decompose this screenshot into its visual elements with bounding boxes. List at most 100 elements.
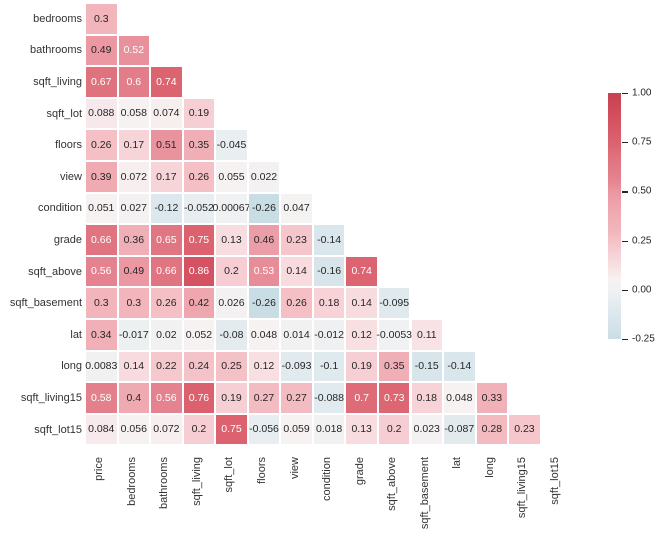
- colorbar-tick-mark: [622, 93, 628, 95]
- x-tick-label: bedrooms: [125, 457, 138, 506]
- cell-value: 0.0083: [85, 360, 118, 373]
- heatmap-cell: 0.7: [346, 383, 377, 413]
- heatmap-cell: 0.86: [183, 256, 215, 287]
- heatmap-cell: 0.022: [248, 162, 280, 192]
- heatmap-cell: -0.26: [248, 193, 280, 224]
- cell-value: 0.26: [156, 296, 177, 309]
- cell-value: 0.14: [351, 296, 372, 309]
- cell-value: 0.46: [253, 233, 275, 246]
- y-tick-label: view: [59, 170, 82, 183]
- x-tick-label: sqft_living: [190, 457, 203, 506]
- heatmap-cell: -0.0053: [376, 320, 412, 350]
- heatmap-cell: 0.17: [118, 130, 150, 160]
- heatmap-cell: 0.6: [118, 67, 150, 97]
- heatmap-cell: 0.18: [411, 383, 443, 413]
- heatmap-cell: 0.12: [346, 320, 377, 350]
- heatmap-cell: 0.51: [151, 130, 182, 160]
- heatmap-cell: 0.26: [183, 162, 215, 192]
- heatmap-cell: 0.25: [216, 351, 247, 382]
- cell-value: -0.16: [317, 265, 342, 278]
- heatmap-cell: 0.023: [411, 414, 443, 445]
- y-tick-label: floors: [55, 139, 82, 152]
- heatmap-cell: 0.13: [346, 414, 377, 445]
- cell-value: 0.2: [224, 265, 239, 278]
- cell-value: 0.33: [481, 391, 503, 404]
- heatmap-cell: 0.23: [281, 225, 312, 255]
- heatmap-cell: 0.39: [86, 162, 117, 192]
- cell-value: 0.22: [156, 360, 177, 373]
- y-tick-label: sqft_lot: [46, 107, 82, 120]
- y-tick-label: sqft_living: [33, 76, 82, 88]
- heatmap-cell: 0.23: [509, 414, 540, 445]
- cell-value: 0.17: [123, 138, 145, 151]
- heatmap-cell: 0.18: [313, 288, 345, 318]
- heatmap-cell: 0.072: [151, 414, 182, 445]
- y-tick-label: sqft_lot15: [34, 423, 82, 436]
- heatmap-cell: 0.11: [411, 320, 443, 350]
- cell-value: 0.048: [250, 328, 278, 341]
- cell-value: -0.095: [379, 296, 410, 309]
- heatmap-cell: 0.072: [118, 162, 150, 192]
- heatmap-cell: 0.048: [444, 383, 475, 413]
- cell-value: 0.14: [123, 360, 145, 373]
- x-tick-label: view: [288, 457, 301, 480]
- cell-value: -0.14: [317, 233, 342, 246]
- cell-value: 0.18: [318, 296, 340, 309]
- heatmap-cell: 0.051: [86, 193, 117, 224]
- x-tick-label: sqft_living15: [516, 457, 529, 519]
- cell-value: -0.26: [252, 202, 276, 215]
- cell-value: 0.3: [93, 296, 109, 309]
- heatmap-cell: 0.53: [248, 256, 280, 287]
- heatmap-cell: 0.65: [151, 225, 182, 255]
- heatmap-cell: 0.13: [216, 225, 247, 255]
- heatmap-cell: 0.76: [183, 383, 215, 413]
- heatmap-cell: 0.018: [313, 414, 345, 445]
- heatmap-cell: 0.2: [378, 414, 410, 445]
- heatmap-cell: -0.14: [313, 225, 345, 255]
- cell-value: 0.7: [354, 391, 369, 404]
- heatmap-cell: -0.15: [411, 351, 443, 382]
- heatmap-cell: -0.12: [151, 193, 182, 224]
- cell-value: 0.051: [88, 202, 115, 215]
- cell-value: 0.02: [156, 328, 177, 341]
- heatmap-cell: 0.3: [86, 4, 117, 34]
- colorbar-tick-label: 0.50: [632, 185, 652, 197]
- cell-value: 0.74: [156, 75, 177, 88]
- cell-value: 0.51: [156, 138, 177, 151]
- cell-value: 0.76: [188, 391, 210, 404]
- cell-value: 0.75: [188, 233, 210, 246]
- heatmap-cell: 0.17: [151, 162, 182, 192]
- cell-value: 0.74: [351, 265, 372, 278]
- cell-value: -0.15: [414, 360, 439, 373]
- cell-value: 0.26: [91, 138, 112, 151]
- colorbar-tick-mark: [622, 289, 628, 291]
- cell-value: 0.19: [351, 360, 372, 373]
- heatmap-cell: 0.2: [183, 414, 215, 445]
- heatmap-cell: -0.088: [313, 383, 345, 413]
- heatmap-cell: 0.3: [118, 288, 150, 318]
- heatmap-cell: -0.26: [248, 288, 280, 318]
- cell-value: 0.24: [188, 360, 210, 373]
- cell-value: 0.65: [156, 233, 177, 246]
- heatmap-cell: 0.75: [183, 225, 215, 255]
- cell-value: -0.08: [219, 328, 244, 341]
- cell-value: 0.23: [514, 423, 535, 436]
- heatmap-cell: 0.46: [248, 225, 280, 255]
- cell-value: -0.045: [216, 138, 247, 151]
- x-tick-label: lat: [451, 457, 464, 469]
- heatmap-cell: 0.19: [216, 383, 247, 413]
- cell-value: 0.052: [185, 328, 213, 341]
- heatmap-cell: 0.02: [151, 320, 182, 350]
- x-tick-label: long: [483, 457, 496, 478]
- cell-value: 0.13: [351, 423, 372, 436]
- cell-value: 0.2: [191, 423, 207, 436]
- cell-value: 0.055: [218, 170, 245, 183]
- cell-value: 0.66: [156, 265, 177, 278]
- cell-value: 0.25: [221, 360, 242, 373]
- heatmap-cell: -0.056: [248, 414, 280, 445]
- heatmap-cell: -0.045: [216, 130, 247, 160]
- heatmap-cell: 0.66: [151, 256, 182, 287]
- cell-value: 0.3: [93, 12, 109, 25]
- cell-value: 0.084: [88, 423, 115, 436]
- x-tick-label: sqft_lot: [223, 457, 236, 493]
